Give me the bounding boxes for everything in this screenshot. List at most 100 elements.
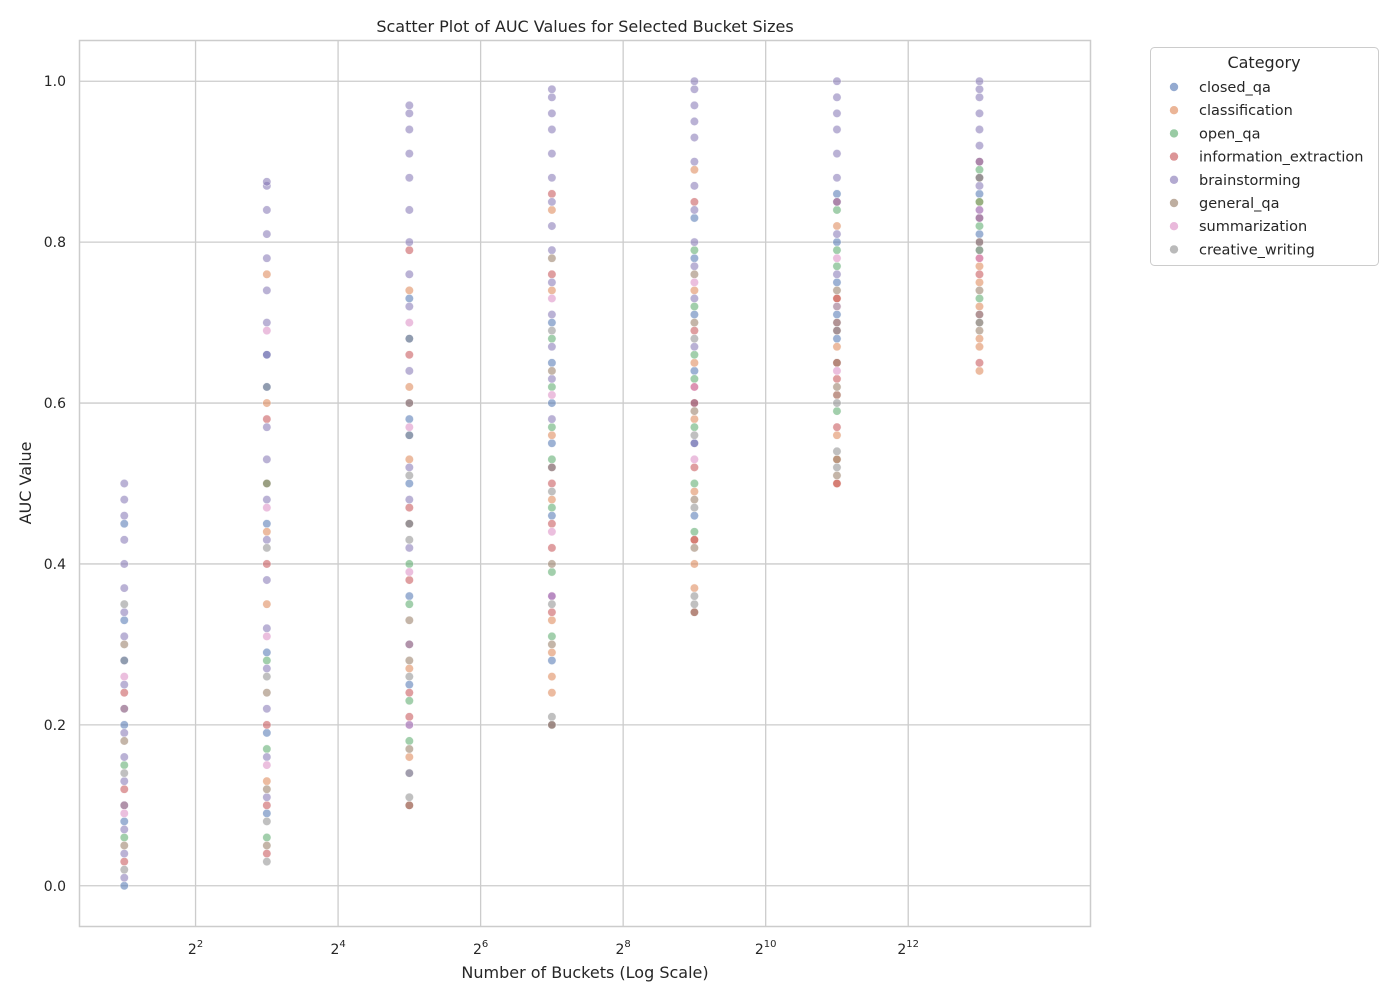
data-point-brainstorming [547, 277, 557, 287]
data-point-brainstorming [262, 535, 272, 545]
legend-label: information_extraction [1199, 150, 1363, 166]
data-point-general_qa [262, 478, 272, 488]
data-point-closed_qa [689, 253, 699, 263]
data-point-brainstorming [262, 285, 272, 295]
data-point-open_qa [404, 696, 414, 706]
grid-lines [80, 41, 1090, 926]
data-point-information_extraction [547, 607, 557, 617]
data-point-closed_qa [547, 358, 557, 368]
data-point-brainstorming [974, 108, 984, 118]
data-point-brainstorming [689, 438, 699, 448]
data-point-classification [689, 487, 699, 497]
data-point-brainstorming [262, 752, 272, 762]
data-point-brainstorming [404, 462, 414, 472]
legend-label: creative_writing [1199, 242, 1315, 258]
data-point-classification [832, 430, 842, 440]
data-point-brainstorming [262, 704, 272, 714]
data-point-general_qa [119, 736, 129, 746]
x-tick-label: 28 [616, 939, 631, 958]
data-point-creative_writing [547, 326, 557, 336]
data-point-information_extraction [689, 398, 699, 408]
data-point-classification [689, 358, 699, 368]
data-point-classification [262, 776, 272, 786]
data-point-summarization [547, 390, 557, 400]
data-point-information_extraction [262, 800, 272, 810]
legend-items: closed_qa classification open_qa informatio… [1169, 80, 1363, 258]
data-point-information_extraction [547, 519, 557, 529]
data-point-brainstorming [404, 301, 414, 311]
data-point-classification [404, 752, 414, 762]
data-point-brainstorming [974, 213, 984, 223]
data-point-classification [262, 398, 272, 408]
data-point-creative_writing [689, 591, 699, 601]
y-tick-label: 0.0 [44, 879, 66, 895]
data-point-classification [974, 301, 984, 311]
data-point-closed_qa [689, 310, 699, 320]
data-point-brainstorming [547, 310, 557, 320]
data-point-general_qa [262, 841, 272, 851]
data-point-classification [547, 285, 557, 295]
data-point-classification [689, 583, 699, 593]
data-point-brainstorming [404, 108, 414, 118]
data-point-summarization [547, 527, 557, 537]
data-point-classification [404, 382, 414, 392]
data-point-open_qa [119, 832, 129, 842]
legend-label: classification [1199, 103, 1293, 119]
data-point-summarization [404, 318, 414, 328]
data-point-creative_writing [262, 816, 272, 826]
data-point-brainstorming [404, 334, 414, 344]
data-point-open_qa [262, 744, 272, 754]
data-point-general_qa [262, 784, 272, 794]
data-point-brainstorming [974, 76, 984, 86]
data-point-classification [547, 495, 557, 505]
data-point-brainstorming [119, 728, 129, 738]
data-point-creative_writing [547, 487, 557, 497]
data-point-brainstorming [547, 173, 557, 183]
legend-marker [1169, 106, 1179, 115]
data-point-information_extraction [547, 269, 557, 279]
data-point-open_qa [547, 334, 557, 344]
data-point-brainstorming [547, 108, 557, 118]
data-point-brainstorming [262, 495, 272, 505]
data-point-brainstorming [404, 205, 414, 215]
data-point-brainstorming [404, 543, 414, 553]
data-point-classification [262, 527, 272, 537]
data-point-information_extraction [404, 688, 414, 698]
data-point-brainstorming [974, 84, 984, 94]
data-point-classification [832, 342, 842, 352]
data-point-brainstorming [547, 92, 557, 102]
data-point-classification [689, 165, 699, 175]
data-point-brainstorming [689, 84, 699, 94]
data-point-creative_writing [547, 712, 557, 722]
data-point-closed_qa [547, 318, 557, 328]
data-point-brainstorming [119, 495, 129, 505]
chart-title: Scatter Plot of AUC Values for Selected … [376, 17, 793, 36]
data-point-open_qa [689, 301, 699, 311]
data-point-information_extraction [404, 350, 414, 360]
data-point-brainstorming [119, 680, 129, 690]
data-point-brainstorming [262, 318, 272, 328]
data-point-information_extraction [119, 784, 129, 794]
y-tick-label: 1.0 [44, 74, 66, 90]
data-point-general_qa [547, 639, 557, 649]
data-point-open_qa [547, 631, 557, 641]
x-tick-label: 22 [188, 939, 203, 958]
legend-box [1150, 47, 1379, 266]
data-point-brainstorming [689, 100, 699, 110]
data-point-brainstorming [119, 478, 129, 488]
data-point-closed_qa [262, 519, 272, 529]
data-point-brainstorming [832, 92, 842, 102]
y-tick-label: 0.6 [44, 396, 66, 412]
data-point-open_qa [974, 197, 984, 207]
data-point-classification [404, 454, 414, 464]
data-point-open_qa [832, 261, 842, 271]
data-point-closed_qa [689, 366, 699, 376]
data-point-information_extraction [832, 374, 842, 384]
data-point-creative_writing [689, 334, 699, 344]
legend-title: Category [1227, 53, 1300, 72]
data-point-general_qa [547, 559, 557, 569]
data-point-brainstorming [404, 269, 414, 279]
data-point-brainstorming [547, 414, 557, 424]
data-point-general_qa [404, 615, 414, 625]
data-point-summarization [832, 301, 842, 311]
